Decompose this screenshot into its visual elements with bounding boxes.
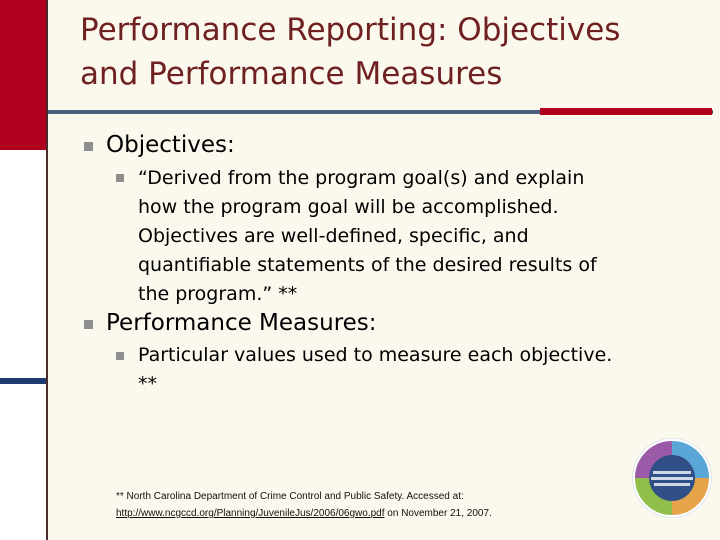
- footnote: ** North Carolina Department of Crime Co…: [116, 488, 626, 522]
- definition-line: “Derived from the program goal(s) and ex…: [138, 167, 585, 189]
- definition-line: **: [138, 373, 157, 395]
- footnote-line-1: ** North Carolina Department of Crime Co…: [116, 491, 464, 502]
- objectives-definition: “Derived from the program goal(s) and ex…: [138, 164, 597, 309]
- title-divider: [48, 110, 713, 114]
- definition-line: quantifiable statements of the desired r…: [138, 254, 597, 276]
- left-accent-bar: [0, 0, 46, 150]
- title-divider-accent: [540, 108, 712, 115]
- definition-line: the program.” **: [138, 283, 298, 305]
- footnote-date: on November 21, 2007.: [384, 508, 492, 519]
- source-link[interactable]: http://www.ncgccd.org/Planning/JuvenileJ…: [116, 508, 385, 519]
- slide-title: Performance Reporting: Objectives and Pe…: [80, 8, 700, 96]
- section-heading-objectives: Objectives:: [106, 132, 235, 158]
- bullet-icon: [84, 320, 93, 329]
- heading-colon: :: [368, 310, 377, 336]
- performance-measures-definition: Particular values used to measure each o…: [138, 341, 612, 399]
- sub-bullet-icon: [116, 352, 124, 360]
- heading-text: Performance Measures: [106, 310, 369, 336]
- definition-line: Particular values used to measure each o…: [138, 344, 613, 366]
- bullet-icon: [84, 142, 93, 151]
- definition-line: how the program goal will be accomplishe…: [138, 196, 559, 218]
- title-line-1: Performance Reporting: Objectives: [80, 12, 621, 48]
- title-line-2: and Performance Measures: [80, 56, 503, 92]
- heading-colon: :: [227, 132, 235, 158]
- definition-line: Objectives are well-defined, specific, a…: [138, 225, 529, 247]
- sub-bullet-icon: [116, 174, 124, 182]
- section-heading-performance-measures: Performance Measures:: [106, 310, 377, 336]
- circular-quadrant-logo-icon: [632, 438, 712, 518]
- left-margin-rule: [46, 0, 48, 540]
- left-accent-tab: [0, 378, 46, 384]
- heading-text: Objectives: [106, 132, 228, 158]
- footnote-line-2: http://www.ncgccd.org/Planning/JuvenileJ…: [116, 505, 626, 522]
